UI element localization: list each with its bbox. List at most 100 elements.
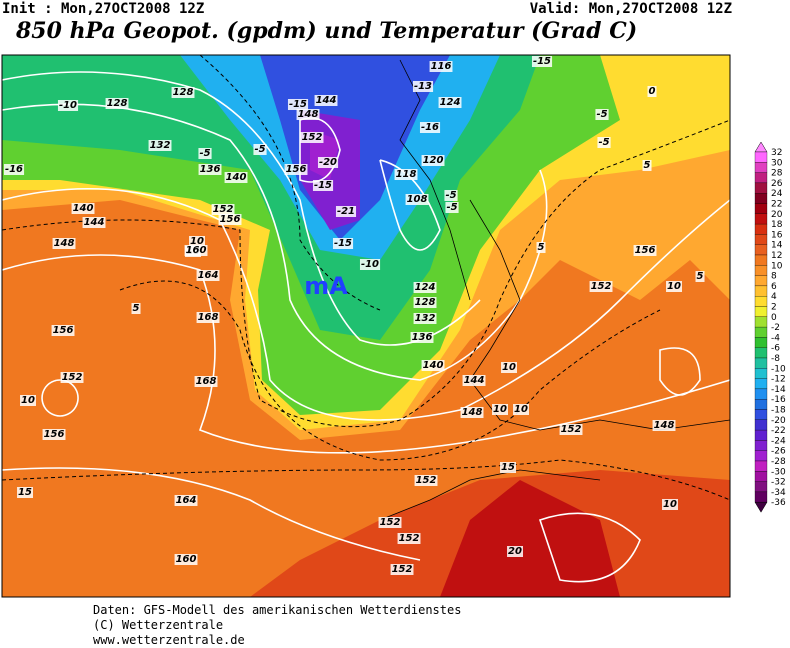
colorbar-label: -2 bbox=[771, 323, 780, 333]
contour-label: 164 bbox=[198, 270, 219, 281]
label-box bbox=[390, 564, 414, 575]
contour-label: 124 bbox=[415, 282, 436, 293]
colorbar-band bbox=[754, 296, 768, 307]
colorbar-label: 32 bbox=[771, 148, 782, 158]
contour-label: 164 bbox=[176, 495, 197, 506]
label-box bbox=[421, 155, 445, 166]
label-box bbox=[314, 95, 338, 106]
contour-label: 156 bbox=[220, 214, 241, 225]
colorbar-label: 24 bbox=[771, 189, 783, 199]
contour-label: 152 bbox=[392, 564, 413, 575]
label-box bbox=[536, 242, 546, 253]
colorbar-label: 12 bbox=[771, 251, 782, 261]
label-box bbox=[148, 140, 172, 151]
contour-label: 118 bbox=[396, 169, 417, 180]
label-box bbox=[335, 206, 357, 217]
contour-label: 20 bbox=[508, 546, 522, 557]
contour-label: 136 bbox=[412, 332, 433, 343]
colorbar-label: -28 bbox=[771, 457, 786, 467]
label-box bbox=[17, 487, 33, 498]
label-box bbox=[224, 172, 248, 183]
contour-label: -16 bbox=[421, 122, 439, 133]
contour-label: 156 bbox=[635, 245, 656, 256]
label-box bbox=[413, 313, 437, 324]
colorbar-label: 28 bbox=[771, 169, 783, 179]
label-box bbox=[218, 214, 242, 225]
label-box bbox=[196, 312, 220, 323]
contour-label: -5 bbox=[199, 148, 210, 159]
contour-label: -21 bbox=[337, 206, 355, 217]
colorbar-bottom bbox=[754, 501, 768, 513]
contour-label: 116 bbox=[431, 61, 452, 72]
colorbar-label: 4 bbox=[771, 292, 777, 302]
contour-label: -10 bbox=[59, 100, 77, 111]
label-box bbox=[131, 303, 141, 314]
colorbar-band bbox=[754, 285, 768, 297]
colorbar-label: -20 bbox=[771, 416, 786, 426]
label-box bbox=[642, 160, 652, 171]
colorbar-band bbox=[754, 254, 768, 266]
label-box bbox=[42, 429, 66, 440]
label-box bbox=[462, 375, 486, 386]
label-box bbox=[647, 86, 657, 97]
contour-label: 10 bbox=[493, 404, 507, 415]
colorbar-band bbox=[754, 378, 768, 390]
colorbar-label: 16 bbox=[771, 230, 783, 240]
label-box bbox=[317, 157, 339, 168]
colorbar-label: 18 bbox=[771, 220, 783, 230]
colorbar-label: -8 bbox=[771, 354, 780, 364]
colorbar-band bbox=[754, 275, 768, 287]
contour-label: 144 bbox=[464, 375, 485, 386]
colorbar-band bbox=[754, 337, 768, 348]
colorbar-label: -10 bbox=[771, 364, 786, 374]
contour-label: -15 bbox=[533, 56, 551, 67]
contour-label: 156 bbox=[53, 325, 74, 336]
contour-label: 128 bbox=[173, 87, 194, 98]
label-box bbox=[413, 282, 437, 293]
label-box bbox=[51, 325, 75, 336]
contour-label: -5 bbox=[254, 144, 265, 155]
title: 850 hPa Geopot. (gpdm) und Temperatur (G… bbox=[15, 18, 637, 44]
contour-label: 140 bbox=[226, 172, 247, 183]
label-box bbox=[253, 144, 267, 155]
label-box bbox=[20, 395, 36, 406]
label-box bbox=[513, 404, 529, 415]
colorbar-band bbox=[754, 399, 768, 410]
label-box bbox=[633, 245, 657, 256]
colorbar-band bbox=[754, 213, 768, 225]
contour-label: 5 bbox=[697, 271, 704, 282]
contour-label: 152 bbox=[62, 372, 83, 383]
colorbar-label: -4 bbox=[771, 333, 780, 343]
colorbar-label: -12 bbox=[771, 375, 786, 385]
contour-label: 152 bbox=[561, 424, 582, 435]
contour-label: 148 bbox=[462, 407, 483, 418]
label-box bbox=[413, 297, 437, 308]
contour-label: 136 bbox=[200, 164, 221, 175]
colorbar-band bbox=[754, 234, 768, 245]
contour-label: 144 bbox=[316, 95, 337, 106]
contour-label: -20 bbox=[319, 157, 337, 168]
contour-label: 15 bbox=[18, 487, 32, 498]
label-box bbox=[405, 194, 429, 205]
footer-line: Daten: GFS-Modell des amerikanischen Wet… bbox=[93, 603, 461, 617]
colorbar-band bbox=[754, 388, 768, 400]
label-box bbox=[531, 56, 553, 67]
colorbar-label: -22 bbox=[771, 426, 786, 436]
label-box bbox=[507, 546, 523, 557]
label-box bbox=[414, 475, 438, 486]
contour-label: 160 bbox=[186, 245, 207, 256]
label-box bbox=[662, 499, 678, 510]
colorbar-band bbox=[754, 265, 768, 276]
colorbar-label: -16 bbox=[771, 395, 786, 405]
label-box bbox=[82, 217, 106, 228]
contour-label: -5 bbox=[446, 202, 457, 213]
label-box bbox=[445, 202, 459, 213]
contour-label: 160 bbox=[176, 554, 197, 565]
colorbar-label: 8 bbox=[771, 272, 777, 282]
label-box bbox=[500, 462, 516, 473]
label-box bbox=[444, 190, 458, 201]
colorbar-band bbox=[754, 193, 768, 204]
colorbar-band bbox=[754, 182, 768, 194]
contour-label: 148 bbox=[298, 109, 319, 120]
